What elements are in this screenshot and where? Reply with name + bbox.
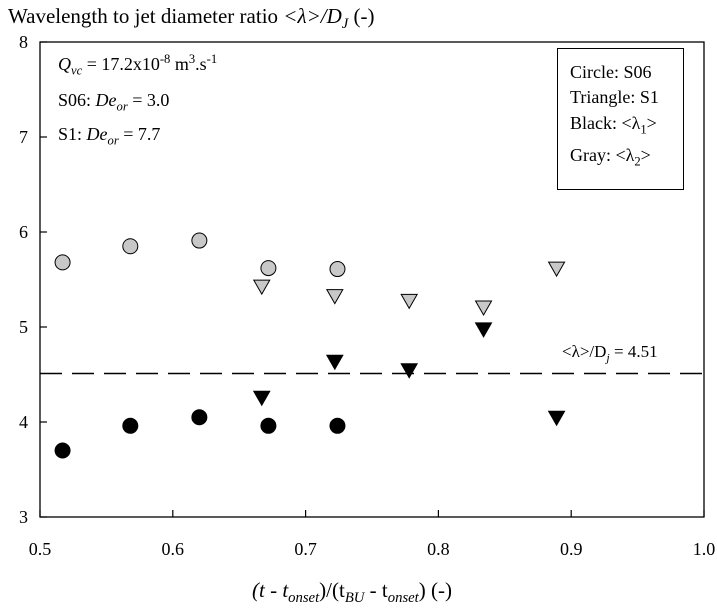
data-point-circle — [122, 238, 139, 255]
chart-title: Wavelength to jet diameter ratio <λ>/DJ … — [8, 4, 375, 33]
x-tick-label: 0.5 — [29, 539, 52, 559]
legend-triangle: Triangle: S1 — [570, 87, 659, 107]
legend-circle: Circle: S06 — [570, 62, 652, 82]
data-point-triangle — [252, 390, 271, 407]
plot-frame — [39, 41, 705, 518]
data-point-triangle — [400, 363, 419, 379]
legend-black: Black: <λ1> — [570, 113, 657, 137]
axis-ticks: 0.5 0.6 0.7 0.8 0.9 1.0 3 4 5 6 7 8 — [19, 32, 715, 559]
y-tick-label: 6 — [19, 222, 28, 242]
x-tick-label: 0.9 — [560, 539, 583, 559]
x-tick-label: 0.8 — [427, 539, 450, 559]
data-point-circle — [122, 417, 139, 434]
data-point-triangle — [252, 279, 271, 296]
data-point-circle — [191, 232, 208, 249]
flow-rate-annotation: Qvc = 17.2x10-8 m3.s-1 — [58, 52, 218, 78]
data-point-circle — [329, 417, 346, 434]
data-point-circle — [54, 442, 71, 459]
x-tick-label: 0.7 — [294, 539, 317, 559]
data-point-triangle — [547, 410, 566, 427]
y-tick-label: 7 — [19, 127, 28, 147]
y-tick-label: 3 — [19, 507, 28, 527]
data-marks — [54, 232, 566, 459]
y-tick-label: 4 — [19, 412, 28, 432]
y-tick-label: 8 — [19, 32, 28, 52]
legend-gray: Gray: <λ2> — [570, 145, 651, 169]
data-point-circle — [260, 260, 277, 277]
data-point-triangle — [547, 261, 566, 278]
data-point-triangle — [325, 289, 344, 305]
reference-line-label: <λ>/Dj = 4.51 — [562, 342, 658, 365]
data-point-triangle — [400, 293, 419, 310]
data-point-triangle — [474, 322, 493, 338]
x-tick-label: 1.0 — [693, 539, 716, 559]
data-point-circle — [329, 261, 346, 278]
y-tick-label: 5 — [19, 317, 28, 337]
data-point-triangle — [325, 354, 344, 371]
s06-deborah-annotation: S06: Deor = 3.0 — [58, 90, 170, 114]
data-point-circle — [260, 417, 277, 434]
data-point-circle — [191, 409, 208, 426]
data-point-triangle — [474, 300, 493, 317]
s1-deborah-annotation: S1: Deor = 7.7 — [58, 124, 161, 148]
data-point-circle — [54, 254, 71, 271]
x-tick-label: 0.6 — [162, 539, 185, 559]
x-axis-label: (t - tonset)/(tBU - tonset) (-) — [252, 578, 452, 607]
legend — [557, 48, 684, 190]
